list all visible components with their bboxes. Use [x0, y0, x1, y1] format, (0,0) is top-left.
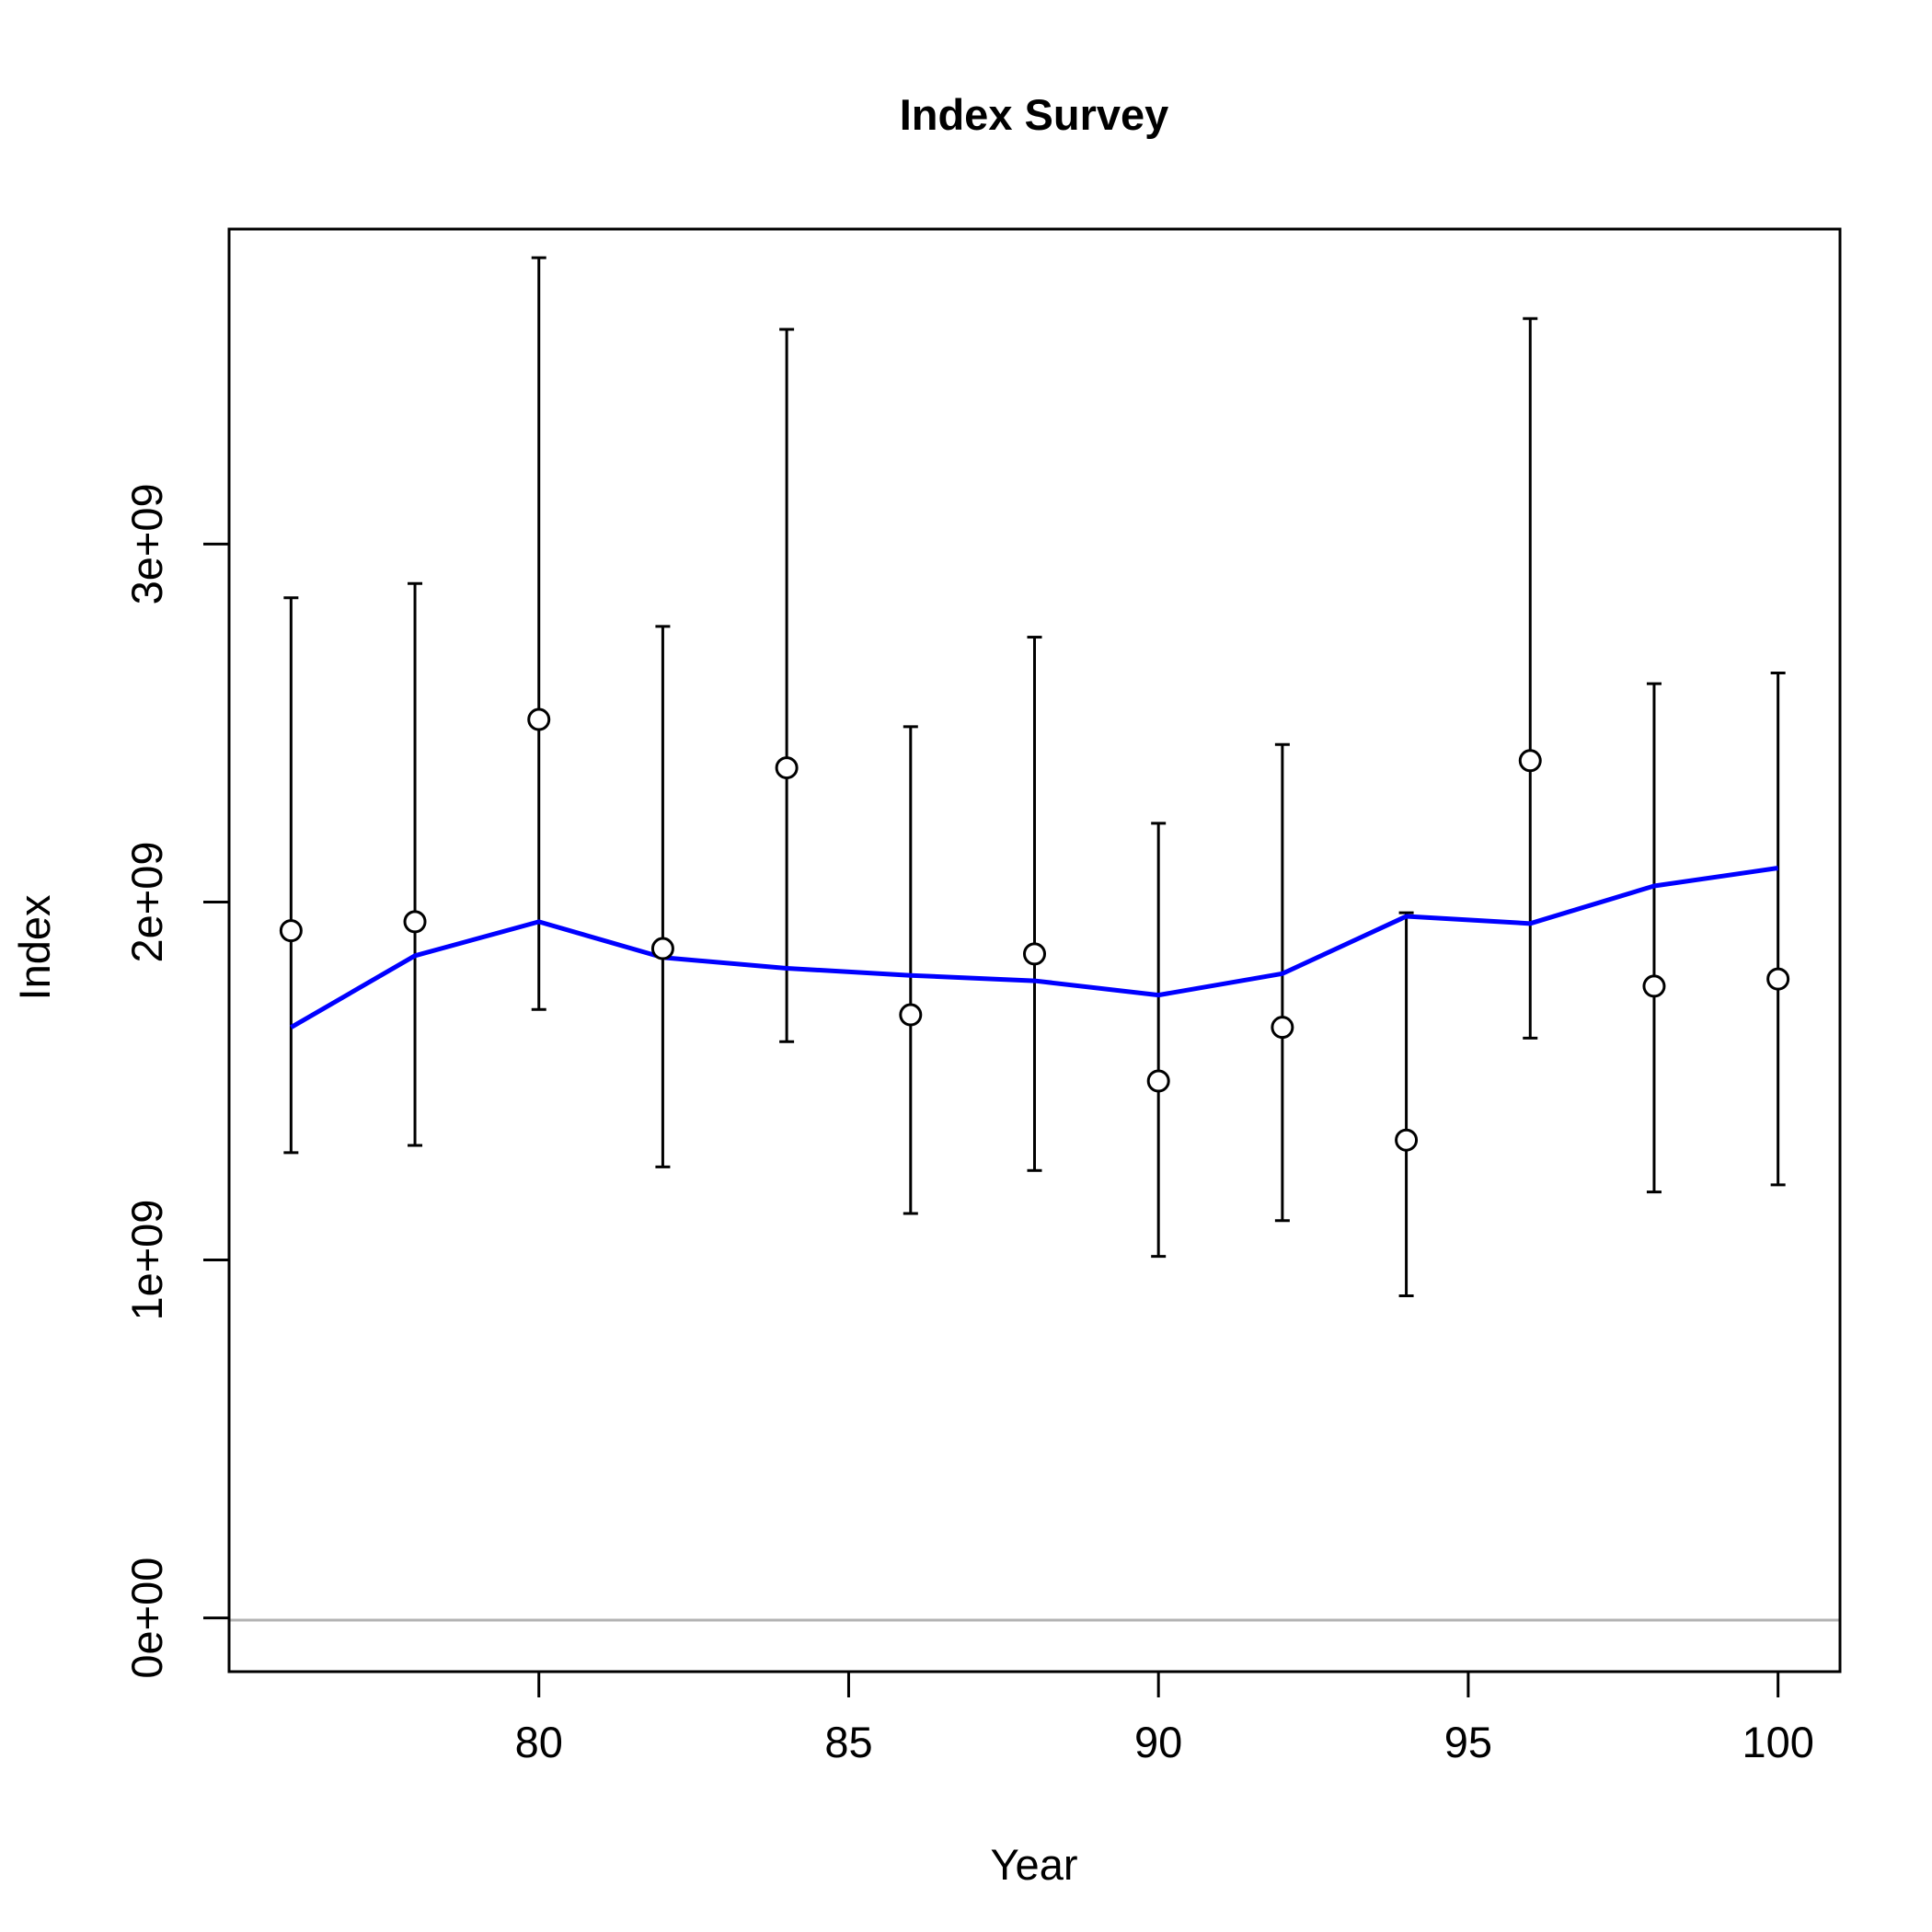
observed-point	[1271, 1016, 1294, 1040]
x-axis-label: Year	[991, 1840, 1078, 1889]
observed-point	[403, 910, 427, 934]
observed-point	[775, 756, 799, 780]
y-tick-label: 0e+00	[122, 1558, 171, 1679]
observed-point	[1146, 1069, 1170, 1093]
observed-point	[527, 707, 551, 731]
chart-title: Index Survey	[900, 90, 1169, 139]
observed-point	[1395, 1128, 1419, 1152]
y-axis-label: Index	[10, 895, 59, 1001]
observed-point	[279, 919, 303, 943]
observed-points	[279, 707, 1790, 1152]
observed-point	[1766, 967, 1790, 991]
plot-frame	[227, 227, 1842, 1673]
x-tick-label: 90	[1134, 1718, 1182, 1766]
observed-point	[1518, 749, 1542, 773]
fitted-series-line	[290, 866, 1779, 1029]
y-tick-label: 1e+09	[122, 1200, 171, 1321]
x-tick-label: 95	[1444, 1718, 1492, 1766]
x-tick-label: 85	[824, 1718, 872, 1766]
observed-point	[1642, 974, 1666, 998]
fitted-line-layer	[290, 866, 1779, 1029]
y-tick-label: 2e+09	[122, 841, 171, 962]
error-bars	[283, 256, 1786, 1297]
x-tick-label: 80	[515, 1718, 563, 1766]
observed-point	[1023, 942, 1046, 966]
y-tick-label: 3e+09	[122, 483, 171, 604]
y-axis: 0e+00 1e+09 2e+09 3e+09	[122, 483, 231, 1679]
observed-point	[899, 1003, 923, 1027]
x-tick-label: 100	[1742, 1718, 1813, 1766]
observed-point	[650, 937, 674, 960]
